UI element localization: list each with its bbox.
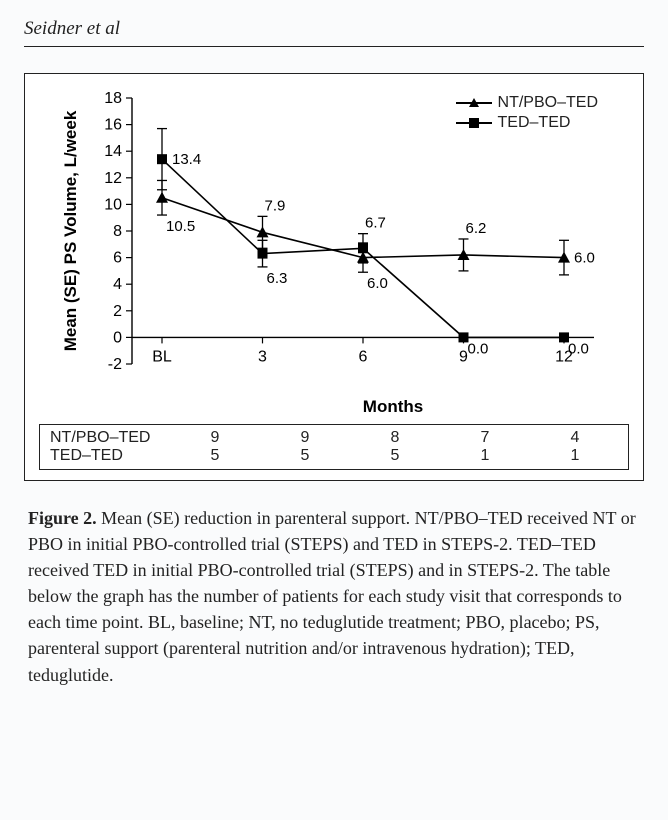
square-icon xyxy=(456,116,492,130)
svg-text:2: 2 xyxy=(113,303,122,320)
svg-text:6.2: 6.2 xyxy=(466,220,487,237)
svg-text:-2: -2 xyxy=(108,356,122,373)
svg-text:4: 4 xyxy=(113,276,122,293)
svg-text:13.4: 13.4 xyxy=(172,151,201,168)
caption-text: Mean (SE) reduction in parenteral suppor… xyxy=(28,508,636,685)
row-label: NT/PBO–TED xyxy=(48,429,170,447)
table-row: TED–TED 5 5 5 1 1 xyxy=(48,447,620,465)
count-cell: 9 xyxy=(170,429,260,447)
svg-text:10: 10 xyxy=(104,196,122,213)
count-cell: 5 xyxy=(260,447,350,465)
figure-caption: Figure 2. Mean (SE) reduction in parente… xyxy=(24,505,644,688)
svg-text:12: 12 xyxy=(104,170,122,187)
svg-text:6: 6 xyxy=(113,250,122,267)
svg-text:8: 8 xyxy=(113,223,122,240)
svg-text:18: 18 xyxy=(104,90,122,107)
svg-text:3: 3 xyxy=(258,348,267,365)
svg-text:6.3: 6.3 xyxy=(267,270,288,287)
svg-text:0: 0 xyxy=(113,329,122,346)
chart-area: -2 0 2 4 6 8 10 12 14 16 18 Mean (SE) PS Volume, L/… xyxy=(54,88,614,418)
count-cell: 1 xyxy=(530,447,620,465)
count-cell: 5 xyxy=(350,447,440,465)
count-cell: 1 xyxy=(440,447,530,465)
svg-text:10.5: 10.5 xyxy=(166,218,195,235)
legend-label: NT/PBO–TED xyxy=(498,94,598,112)
count-cell: 8 xyxy=(350,429,440,447)
count-cell: 9 xyxy=(260,429,350,447)
svg-text:6.0: 6.0 xyxy=(367,275,388,292)
count-cell: 4 xyxy=(530,429,620,447)
svg-text:0.0: 0.0 xyxy=(568,340,589,357)
author-name: Seidner et al xyxy=(24,18,120,39)
svg-text:6.0: 6.0 xyxy=(574,250,595,267)
page-header: Seidner et al xyxy=(24,18,644,47)
svg-text:16: 16 xyxy=(104,117,122,134)
row-label: TED–TED xyxy=(48,447,170,465)
table-row: NT/PBO–TED 9 9 8 7 4 xyxy=(48,429,620,447)
svg-text:BL: BL xyxy=(152,348,172,365)
legend-row: NT/PBO–TED xyxy=(456,94,598,112)
chart-svg: -2 0 2 4 6 8 10 12 14 16 18 Mean (SE) PS Volume, L/… xyxy=(54,88,614,418)
svg-text:14: 14 xyxy=(104,143,122,160)
svg-text:0.0: 0.0 xyxy=(468,340,489,357)
legend-label: TED–TED xyxy=(498,114,571,132)
count-table: NT/PBO–TED 9 9 8 7 4 TED–TED 5 5 5 1 1 xyxy=(39,424,629,470)
caption-label: Figure 2. xyxy=(28,508,97,528)
triangle-icon xyxy=(456,96,492,110)
svg-text:Months: Months xyxy=(363,397,423,416)
figure-panel: -2024681012141618Mean (SE) PS Volume, L/… xyxy=(24,73,644,481)
svg-text:7.9: 7.9 xyxy=(265,197,286,214)
count-cell: 7 xyxy=(440,429,530,447)
svg-text:6: 6 xyxy=(359,348,368,365)
legend-row: TED–TED xyxy=(456,114,598,132)
svg-text:Mean (SE) PS Volume, L/week: Mean (SE) PS Volume, L/week xyxy=(61,110,80,351)
legend: NT/PBO–TED TED–TED xyxy=(456,94,598,134)
count-cell: 5 xyxy=(170,447,260,465)
svg-text:6.7: 6.7 xyxy=(365,215,386,232)
